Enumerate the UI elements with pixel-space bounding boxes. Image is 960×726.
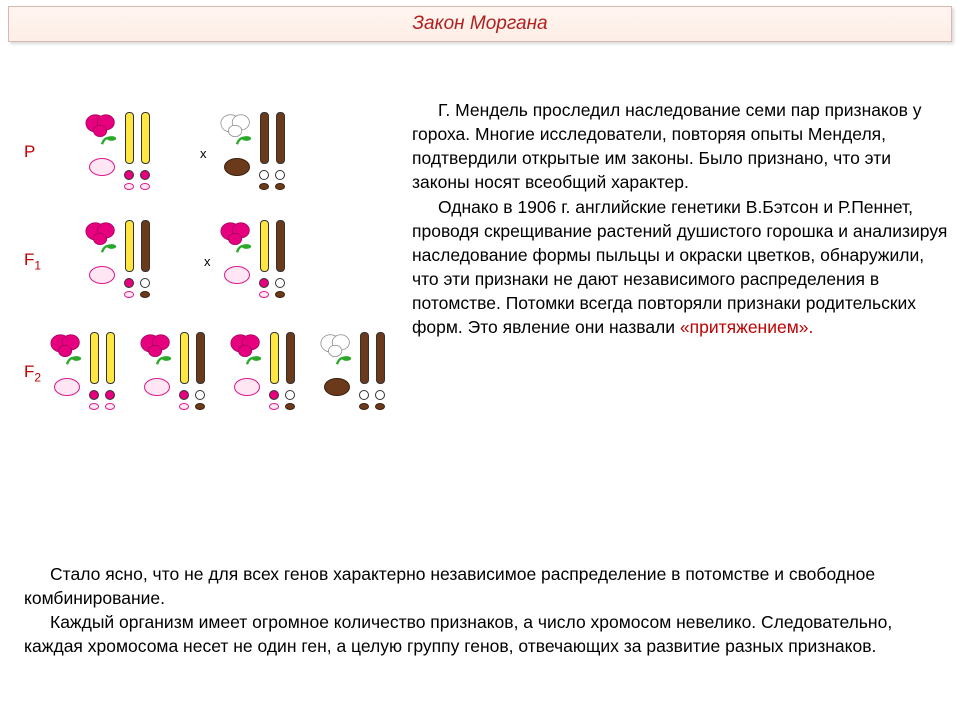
chromosome-icon — [141, 220, 150, 272]
chromosome-icon — [276, 220, 285, 272]
allele-flower-icon — [105, 390, 115, 400]
chromosome-icon — [260, 112, 269, 164]
bottom-text-block: Стало ясно, что не для всех генов характ… — [24, 562, 939, 659]
allele-flower-icon — [179, 390, 189, 400]
generation-label: P — [24, 142, 35, 162]
allele-flower-icon — [259, 170, 269, 180]
right-text-block: Г. Мендель проследил наследование семи п… — [412, 98, 952, 339]
allele-seed-icon — [124, 291, 134, 298]
highlight-term: «притяжением». — [680, 317, 813, 337]
pink-seed-icon — [224, 266, 250, 284]
cross-symbol: x — [200, 146, 207, 161]
pink-flower-icon — [218, 218, 256, 256]
chromosome-icon — [141, 112, 150, 164]
pink-flower-icon — [138, 330, 176, 368]
generation-label: F2 — [24, 362, 41, 384]
allele-flower-icon — [275, 170, 285, 180]
chromosome-icon — [260, 220, 269, 272]
chromosome-pair — [125, 112, 161, 188]
paragraph-3: Стало ясно, что не для всех генов характ… — [24, 562, 939, 610]
allele-seed-icon — [275, 183, 285, 190]
chromosome-pair — [90, 332, 126, 408]
chromosome-icon — [276, 112, 285, 164]
allele-seed-icon — [105, 403, 115, 410]
cross-symbol: x — [204, 254, 211, 269]
phenotype-unit — [218, 110, 306, 196]
page-title: Закон Моргана — [412, 13, 547, 35]
chromosome-icon — [180, 332, 189, 384]
allele-flower-icon — [195, 390, 205, 400]
chromosome-icon — [286, 332, 295, 384]
chromosome-icon — [376, 332, 385, 384]
allele-flower-icon — [359, 390, 369, 400]
allele-seed-icon — [359, 403, 369, 410]
chromosome-pair — [270, 332, 306, 408]
chromosome-pair — [360, 332, 396, 408]
phenotype-unit — [83, 218, 171, 304]
title-bar: Закон Моргана — [8, 6, 952, 42]
paragraph-4: Каждый организм имеет огромное количеств… — [24, 610, 939, 658]
allele-seed-icon — [140, 183, 150, 190]
genetics-diagram: P x F1 x F2 — [8, 98, 408, 488]
phenotype-unit — [83, 110, 171, 196]
allele-flower-icon — [124, 278, 134, 288]
pink-seed-icon — [54, 378, 80, 396]
pink-seed-icon — [89, 158, 115, 176]
chromosome-icon — [125, 112, 134, 164]
phenotype-unit — [318, 330, 406, 416]
allele-seed-icon — [124, 183, 134, 190]
pink-seed-icon — [144, 378, 170, 396]
pink-flower-icon — [83, 218, 121, 256]
pink-seed-icon — [234, 378, 260, 396]
allele-flower-icon — [140, 170, 150, 180]
chromosome-icon — [196, 332, 205, 384]
brown-seed-icon — [324, 378, 350, 396]
phenotype-unit — [48, 330, 136, 416]
allele-seed-icon — [140, 291, 150, 298]
phenotype-unit — [218, 218, 306, 304]
paragraph-1: Г. Мендель проследил наследование семи п… — [412, 98, 952, 195]
phenotype-unit — [138, 330, 226, 416]
allele-seed-icon — [179, 403, 189, 410]
chromosome-pair — [260, 112, 296, 188]
allele-flower-icon — [375, 390, 385, 400]
chromosome-pair — [180, 332, 216, 408]
chromosome-pair — [260, 220, 296, 296]
chromosome-pair — [125, 220, 161, 296]
allele-flower-icon — [124, 170, 134, 180]
allele-flower-icon — [89, 390, 99, 400]
allele-seed-icon — [89, 403, 99, 410]
phenotype-unit — [228, 330, 316, 416]
generation-label: F1 — [24, 250, 41, 272]
white-flower-icon — [218, 110, 256, 148]
chromosome-icon — [360, 332, 369, 384]
allele-seed-icon — [259, 183, 269, 190]
pink-flower-icon — [228, 330, 266, 368]
chromosome-icon — [270, 332, 279, 384]
allele-seed-icon — [375, 403, 385, 410]
paragraph-2: Однако в 1906 г. английские генетики В.Б… — [412, 195, 952, 340]
allele-flower-icon — [140, 278, 150, 288]
chromosome-icon — [125, 220, 134, 272]
allele-seed-icon — [275, 291, 285, 298]
chromosome-icon — [106, 332, 115, 384]
allele-seed-icon — [285, 403, 295, 410]
allele-seed-icon — [269, 403, 279, 410]
allele-flower-icon — [259, 278, 269, 288]
allele-seed-icon — [259, 291, 269, 298]
pink-flower-icon — [83, 110, 121, 148]
allele-flower-icon — [269, 390, 279, 400]
allele-flower-icon — [285, 390, 295, 400]
white-flower-icon — [318, 330, 356, 368]
chromosome-icon — [90, 332, 99, 384]
brown-seed-icon — [224, 158, 250, 176]
pink-flower-icon — [48, 330, 86, 368]
pink-seed-icon — [89, 266, 115, 284]
allele-flower-icon — [275, 278, 285, 288]
allele-seed-icon — [195, 403, 205, 410]
